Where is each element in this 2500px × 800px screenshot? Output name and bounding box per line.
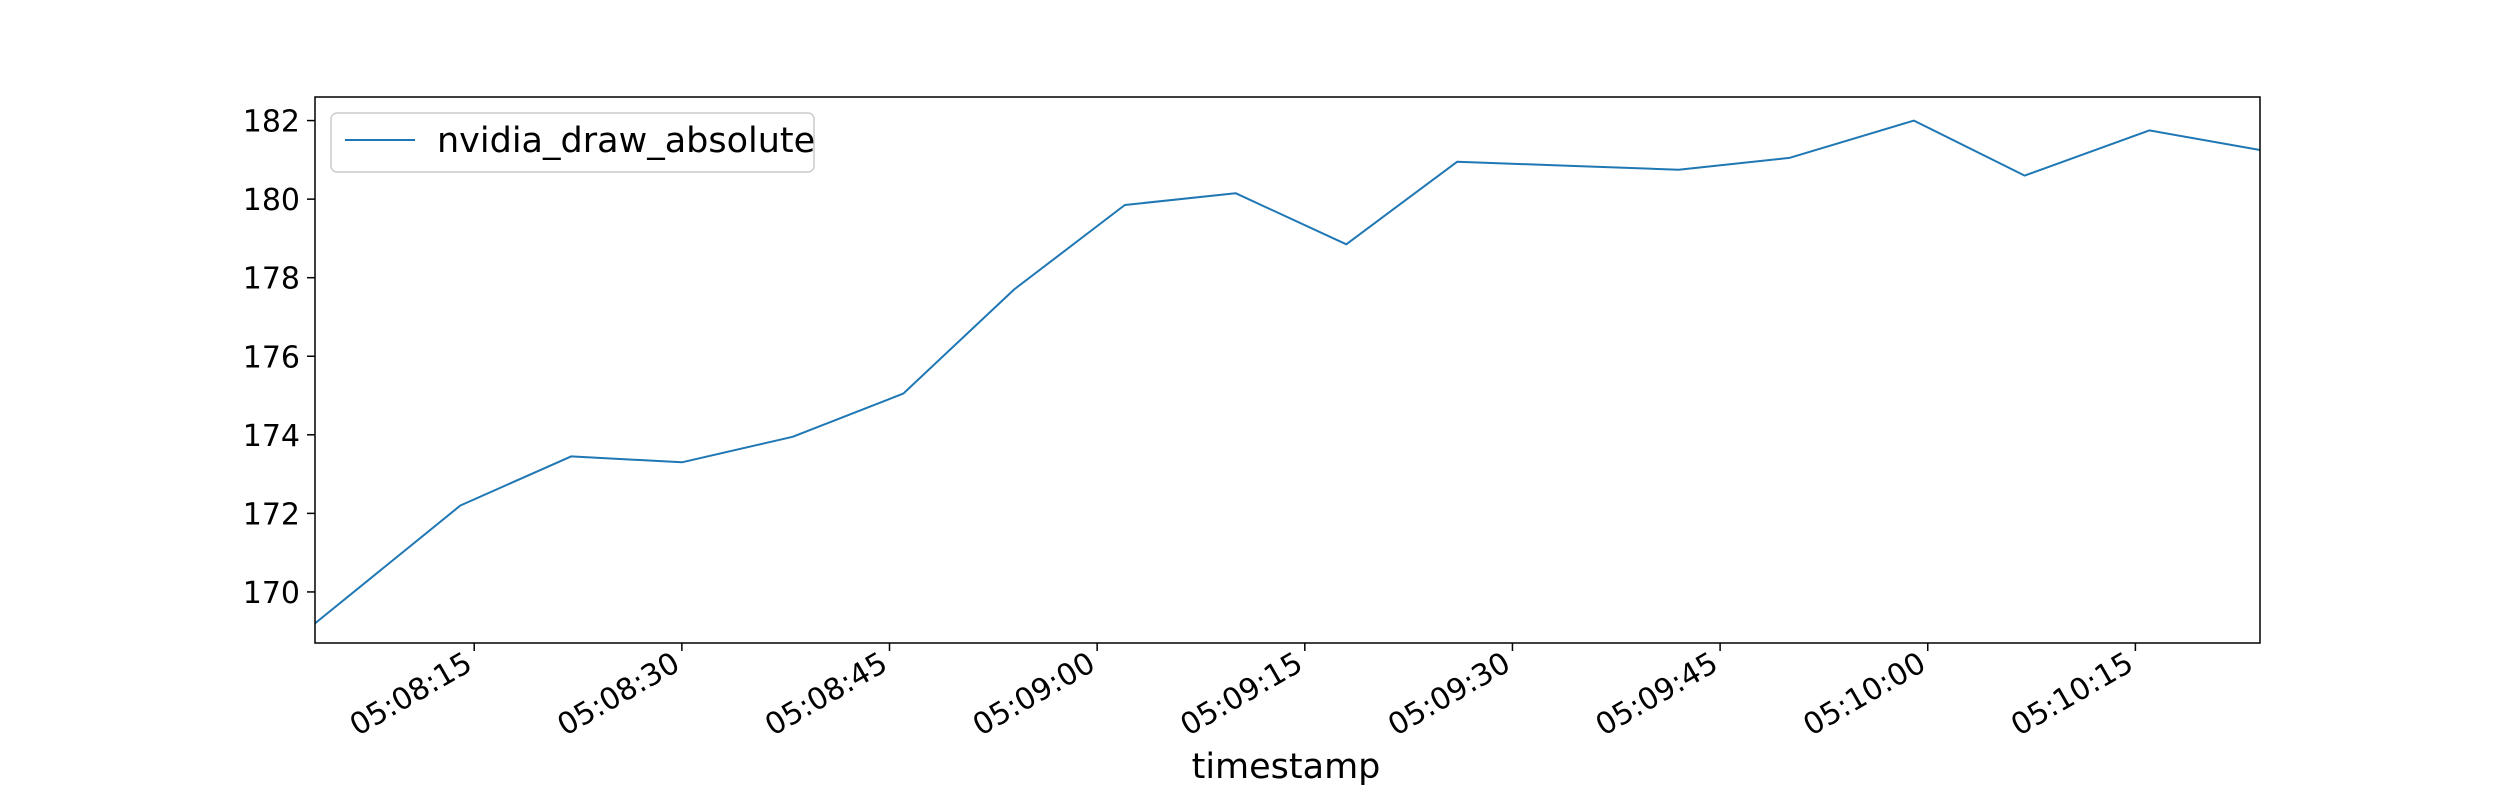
x-tick-label: 05:09:15 bbox=[1175, 646, 1309, 744]
x-axis-label: timestamp bbox=[1192, 747, 1381, 787]
plot-area bbox=[315, 97, 2260, 643]
y-tick-label: 178 bbox=[243, 262, 300, 297]
y-axis: 170 172 174 176 178 180 182 bbox=[243, 105, 315, 611]
y-tick-label: 170 bbox=[243, 576, 300, 611]
plot-frame bbox=[314, 96, 2261, 644]
x-tick-label: 05:08:30 bbox=[552, 646, 686, 744]
legend-label: nvidia_draw_absolute bbox=[437, 121, 815, 161]
x-tick-label: 05:09:00 bbox=[967, 646, 1101, 744]
y-tick-label: 176 bbox=[243, 340, 300, 375]
y-tick-label: 172 bbox=[243, 497, 300, 532]
x-tick-label: 05:09:30 bbox=[1382, 646, 1516, 744]
x-tick-label: 05:10:15 bbox=[2005, 646, 2139, 744]
legend: nvidia_draw_absolute bbox=[330, 112, 815, 173]
x-axis: 05:08:15 05:08:30 05:08:45 05:09:00 05:09:15… bbox=[344, 643, 2139, 743]
x-tick-label: 05:08:15 bbox=[344, 646, 478, 744]
y-tick-label: 180 bbox=[243, 183, 300, 218]
series-layer bbox=[314, 119, 2261, 625]
y-tick-label: 174 bbox=[243, 419, 300, 454]
y-tick-label: 182 bbox=[243, 105, 300, 140]
x-tick-label: 05:09:45 bbox=[1590, 646, 1724, 744]
x-tick-label: 05:08:45 bbox=[759, 646, 893, 744]
legend-box bbox=[330, 112, 815, 173]
series-line bbox=[314, 119, 2261, 625]
x-tick-label: 05:10:00 bbox=[1798, 646, 1932, 744]
